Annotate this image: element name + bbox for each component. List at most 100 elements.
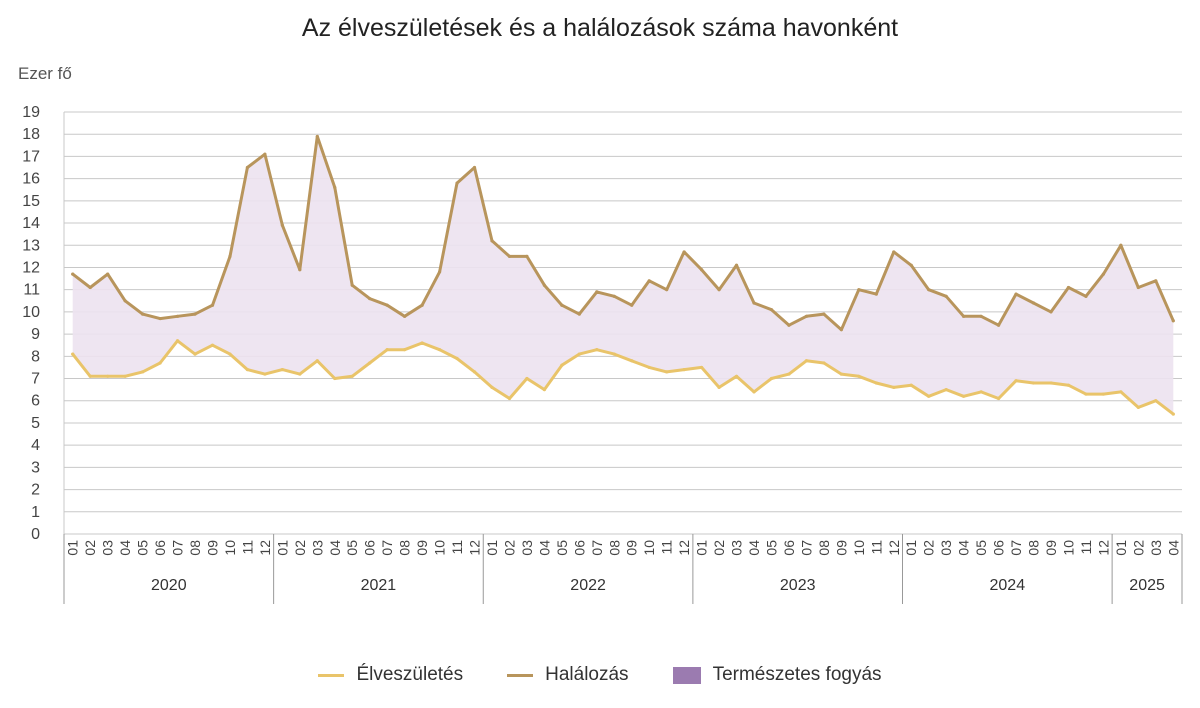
x-tick-label: 01 bbox=[903, 540, 919, 556]
area-natural-decrease bbox=[72, 136, 1174, 415]
data-point-deaths bbox=[175, 314, 180, 318]
y-tick-label: 5 bbox=[31, 415, 40, 432]
data-point-births bbox=[1119, 390, 1123, 394]
data-point-deaths bbox=[822, 312, 826, 316]
year-label: 2021 bbox=[361, 577, 397, 594]
chart-title: Az élveszületések és a halálozások száma… bbox=[301, 14, 899, 42]
data-point-deaths bbox=[787, 323, 791, 327]
data-point-deaths bbox=[962, 314, 966, 318]
y-tick-label: 9 bbox=[31, 326, 40, 343]
x-tick-label: 07 bbox=[589, 540, 605, 556]
data-point-births bbox=[647, 365, 651, 370]
data-point-deaths bbox=[490, 239, 494, 243]
x-tick-label: 04 bbox=[117, 540, 133, 556]
x-tick-label: 02 bbox=[921, 540, 937, 556]
legend-label-natural-decrease: Természetes fogyás bbox=[712, 664, 882, 685]
x-tick-label: 02 bbox=[711, 540, 727, 556]
x-tick-label: 09 bbox=[1043, 540, 1059, 556]
data-point-births bbox=[892, 385, 896, 390]
x-tick-label: 05 bbox=[135, 540, 151, 556]
data-point-deaths bbox=[385, 303, 389, 307]
data-point-births bbox=[996, 396, 1001, 401]
legend-swatch-births bbox=[318, 673, 345, 677]
data-point-births bbox=[734, 374, 739, 378]
data-point-births bbox=[490, 385, 494, 390]
year-label: 2023 bbox=[780, 577, 816, 594]
data-point-deaths bbox=[193, 312, 197, 316]
y-tick-label: 3 bbox=[31, 459, 40, 476]
x-tick-label: 10 bbox=[641, 540, 657, 556]
data-point-births bbox=[333, 376, 337, 381]
data-point-births bbox=[472, 370, 477, 374]
data-point-births bbox=[787, 372, 791, 376]
x-tick-label: 02 bbox=[502, 540, 518, 556]
data-point-births bbox=[1136, 405, 1140, 409]
data-point-births bbox=[682, 368, 686, 372]
y-tick-label: 6 bbox=[31, 393, 40, 410]
x-tick-label: 11 bbox=[659, 540, 675, 555]
data-point-births bbox=[769, 376, 774, 381]
data-point-births bbox=[752, 390, 756, 394]
y-tick-label: 1 bbox=[31, 504, 40, 521]
data-point-deaths bbox=[682, 250, 686, 254]
x-tick-label: 03 bbox=[1148, 540, 1164, 556]
legend: Élveszületés Halálozás Természetes fogyá… bbox=[0, 664, 1200, 686]
data-point-deaths bbox=[927, 288, 931, 292]
data-point-deaths bbox=[71, 272, 75, 276]
natural-decrease-area bbox=[72, 136, 1174, 415]
data-points bbox=[71, 134, 1175, 416]
x-tick-label: 12 bbox=[1095, 540, 1111, 556]
data-point-deaths bbox=[1049, 310, 1053, 314]
data-point-deaths bbox=[333, 185, 337, 190]
data-point-deaths bbox=[1136, 285, 1140, 290]
data-point-births bbox=[1031, 381, 1036, 385]
data-point-deaths bbox=[437, 270, 442, 274]
data-point-deaths bbox=[979, 314, 983, 318]
x-tick-label: 04 bbox=[1165, 540, 1181, 556]
data-point-births bbox=[665, 370, 669, 374]
data-point-deaths bbox=[542, 283, 546, 287]
data-point-deaths bbox=[700, 268, 704, 272]
data-point-deaths bbox=[1084, 294, 1088, 298]
y-tick-label: 12 bbox=[22, 259, 40, 276]
y-tick-label: 0 bbox=[31, 526, 40, 543]
legend-item-deaths: Halálozás bbox=[507, 664, 629, 686]
data-point-deaths bbox=[420, 303, 424, 307]
x-tick-label: 06 bbox=[152, 540, 168, 556]
data-point-deaths bbox=[1066, 285, 1071, 290]
data-point-births bbox=[193, 352, 197, 356]
y-tick-label: 8 bbox=[31, 348, 40, 365]
data-point-deaths bbox=[88, 285, 92, 290]
legend-label-deaths: Halálozás bbox=[545, 664, 629, 685]
data-point-deaths bbox=[1171, 319, 1175, 323]
x-tick-label: 02 bbox=[82, 540, 98, 556]
data-point-births bbox=[228, 352, 232, 356]
x-tick-label: 10 bbox=[432, 540, 448, 556]
data-point-births bbox=[927, 394, 931, 398]
year-label: 2020 bbox=[151, 577, 187, 594]
data-point-deaths bbox=[647, 279, 651, 283]
data-point-births bbox=[455, 356, 459, 361]
x-tick-label: 06 bbox=[362, 540, 378, 556]
data-point-births bbox=[175, 339, 180, 343]
data-point-births bbox=[141, 370, 145, 374]
data-point-births bbox=[507, 396, 512, 401]
x-tick-label: 03 bbox=[729, 540, 745, 556]
x-tick-label: 05 bbox=[344, 540, 360, 556]
x-tick-label: 02 bbox=[292, 540, 308, 556]
x-tick-label: 01 bbox=[484, 540, 500, 556]
x-tick-label: 08 bbox=[606, 540, 622, 556]
series-line-deaths bbox=[71, 134, 1175, 332]
x-tick-label: 05 bbox=[973, 540, 989, 556]
data-point-deaths bbox=[106, 272, 110, 276]
data-point-deaths bbox=[909, 263, 913, 267]
data-point-births bbox=[123, 374, 127, 378]
x-tick-label: 08 bbox=[816, 540, 832, 556]
data-point-births bbox=[962, 394, 966, 398]
data-point-births bbox=[595, 348, 599, 352]
data-point-deaths bbox=[769, 308, 774, 312]
y-tick-label: 7 bbox=[31, 371, 40, 388]
x-tick-label: 07 bbox=[798, 540, 814, 556]
x-tick-label: 04 bbox=[746, 540, 762, 556]
data-point-births bbox=[909, 383, 913, 387]
